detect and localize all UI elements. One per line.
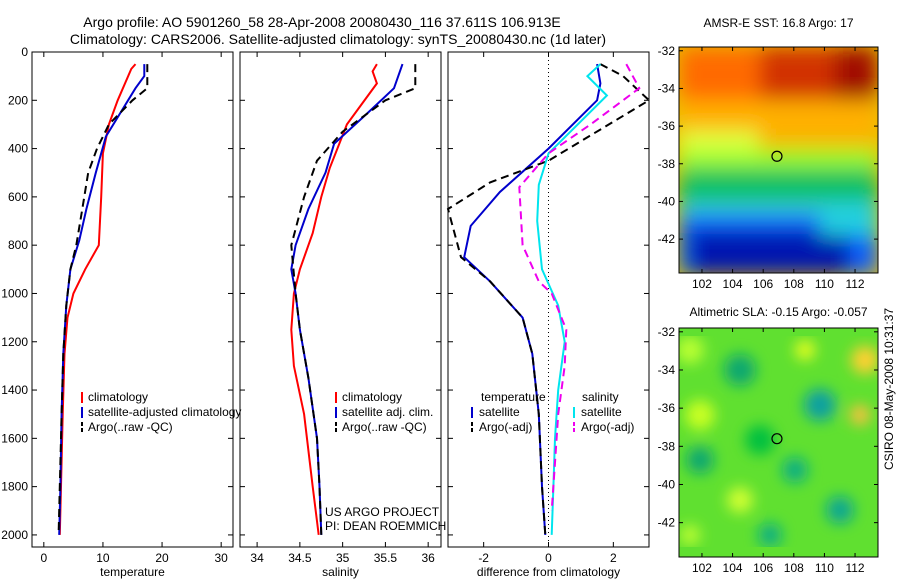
x-tick-label: 0 (545, 551, 552, 565)
x-tick-label: 102 (692, 561, 712, 575)
x-tick-label: 34.5 (288, 551, 312, 565)
argo-location-marker (771, 150, 783, 162)
series-line-1 (463, 63, 602, 535)
legend-entry: Argo(-adj) (581, 420, 634, 434)
series-line-3 (290, 64, 417, 535)
sla-map (679, 328, 878, 557)
series-line-4 (518, 63, 641, 511)
legend-entry: Argo(..raw -QC) (342, 420, 427, 434)
x-axis-label: salinity (322, 565, 359, 579)
y-tick-label: -32 (658, 325, 676, 339)
x-tick-label: 110 (815, 561, 834, 575)
series-line-1 (58, 63, 137, 535)
y-tick-label: -34 (658, 363, 676, 377)
y-tick-label: -42 (658, 232, 676, 246)
series-line-3 (57, 64, 149, 535)
legend-entry: satellite (581, 405, 622, 419)
argo-location-marker (771, 433, 783, 445)
y-tick-label: -40 (658, 194, 676, 208)
y-tick-label: 1800 (1, 480, 28, 494)
y-tick-label: 600 (8, 190, 28, 204)
y-tick-label: -36 (658, 401, 676, 415)
x-tick-label: 106 (753, 277, 773, 291)
header-line-2: Climatology: CARS2006. Satellite-adjuste… (70, 31, 606, 47)
y-tick-label: -38 (658, 157, 676, 171)
legend-title-salinity: salinity (582, 390, 619, 404)
y-tick-label: 2000 (1, 528, 28, 542)
map-title: Altimetric SLA: -0.15 Argo: -0.057 (689, 305, 867, 319)
series-line-2 (290, 63, 404, 535)
map-panel-1: AMSR-E SST: 16.8 Argo: 17 102 104 106 108 110… (658, 16, 879, 291)
timestamp-label: CSIRO 08-May-2008 10:31:37 (882, 308, 896, 470)
y-tick-label: -36 (658, 119, 676, 133)
x-tick-label: 35 (336, 551, 350, 565)
legend-entry: Argo(..raw -QC) (88, 420, 173, 434)
x-axis-label: temperature (100, 565, 165, 579)
x-tick-label: 102 (692, 277, 712, 291)
x-tick-label: 10 (96, 551, 110, 565)
y-tick-label: 400 (8, 142, 28, 156)
header-line-1: Argo profile: AO 5901260_58 28-Apr-2008 … (83, 14, 560, 30)
legend-entry: Argo(-adj) (479, 420, 532, 434)
x-axis-label: difference from climatology (477, 565, 620, 579)
axes-frame (31, 51, 234, 548)
legend-entry: satellite (479, 405, 520, 419)
x-tick-label: 108 (784, 277, 804, 291)
series-line-2 (58, 64, 146, 535)
y-tick-label: 1000 (1, 286, 28, 300)
y-tick-label: 200 (8, 93, 28, 107)
y-tick-label: 0 (21, 45, 28, 59)
x-tick-label: 30 (214, 551, 228, 565)
legend-title-temperature: temperature (481, 390, 546, 404)
x-tick-label: 112 (845, 277, 864, 291)
y-tick-label: -32 (658, 44, 676, 58)
y-tick-label: -34 (658, 81, 676, 95)
x-tick-label: 106 (753, 561, 773, 575)
axes-frame (239, 51, 442, 548)
y-tick-label: 1400 (1, 383, 28, 397)
x-tick-label: 108 (784, 561, 804, 575)
legend-entry: satellite adj. clim. (342, 405, 433, 419)
profile-panel-2: 34 34.5 35 35.5 36 salinity climatologysatelli… (239, 51, 442, 579)
y-tick-label: 800 (8, 238, 28, 252)
x-tick-label: 35.5 (374, 551, 398, 565)
x-tick-label: 34 (250, 551, 264, 565)
x-tick-label: 20 (155, 551, 169, 565)
series-line-1 (290, 63, 379, 536)
x-tick-label: 36 (421, 551, 435, 565)
y-tick-label: -38 (658, 439, 676, 453)
series-line-2 (446, 63, 651, 535)
sst-map (679, 47, 878, 273)
credit-line-2: PI: DEAN ROEMMICH (325, 519, 446, 533)
legend-entry: satellite-adjusted climatology (88, 405, 241, 419)
y-tick-label: -42 (658, 516, 676, 530)
x-tick-label: -2 (478, 551, 489, 565)
map-frame (678, 327, 879, 558)
x-tick-label: 110 (815, 277, 834, 291)
x-tick-label: 104 (723, 561, 743, 575)
x-tick-label: 104 (723, 277, 743, 291)
series-line-3 (536, 63, 609, 535)
map-frame (678, 46, 879, 274)
profile-panel-1: 0 10 20 30 0 200 400 600 800 1000 1200 1400 1600 1800… (1, 45, 241, 579)
credit-line-1: US ARGO PROJECT (325, 505, 440, 519)
x-tick-label: 112 (845, 561, 864, 575)
map-panel-2: Altimetric SLA: -0.15 Argo: -0.057 102 104… (658, 305, 879, 575)
legend-entry: climatology (342, 390, 402, 404)
x-tick-label: 0 (40, 551, 47, 565)
y-tick-label: 1600 (1, 431, 28, 445)
y-tick-label: -40 (658, 477, 676, 491)
legend-entry: climatology (88, 390, 148, 404)
y-tick-label: 1200 (1, 335, 28, 349)
map-title: AMSR-E SST: 16.8 Argo: 17 (703, 16, 853, 30)
x-tick-label: 2 (610, 551, 617, 565)
